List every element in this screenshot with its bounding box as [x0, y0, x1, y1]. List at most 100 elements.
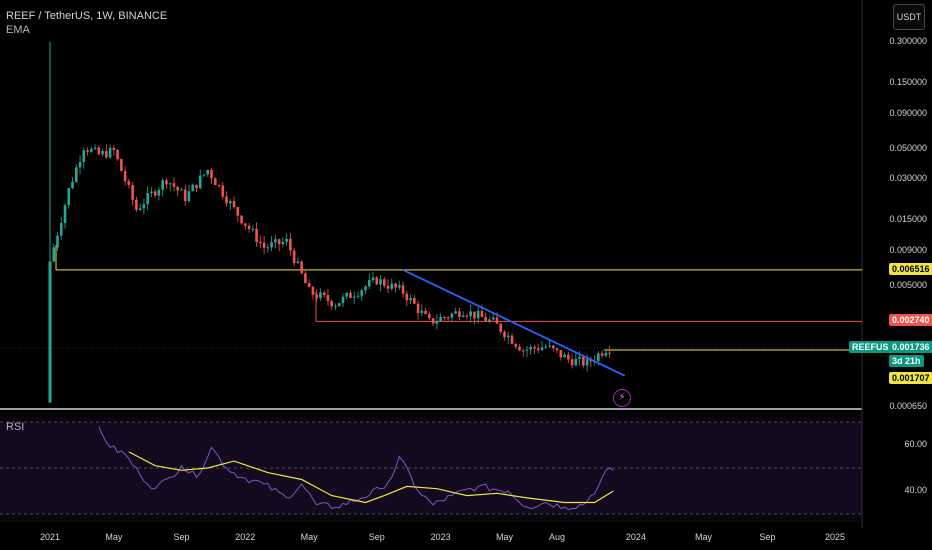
candle-body [533, 346, 536, 349]
candle-body [488, 319, 491, 322]
candle-body [289, 238, 292, 251]
candle-body [281, 241, 285, 245]
candle-body [604, 352, 608, 356]
candle-body [270, 242, 273, 248]
time-tick-label: May [300, 532, 318, 542]
time-tick-label: 2025 [824, 532, 846, 542]
candle-body [74, 167, 78, 182]
candle-body [480, 311, 484, 318]
rsi-indicator-label[interactable]: RSI [6, 421, 25, 433]
candle-body [371, 277, 375, 281]
candle-body [236, 207, 240, 216]
candle-body [259, 241, 262, 243]
candle-body [285, 238, 288, 242]
candle-body [600, 353, 604, 356]
candle-body [382, 279, 386, 286]
candle-body [161, 180, 164, 190]
candle-body [93, 147, 97, 149]
candle-body [521, 350, 525, 352]
price-tick-label: 0.009000 [889, 244, 927, 255]
candle-body [390, 283, 394, 289]
candle-body [277, 239, 281, 245]
candle-body [63, 205, 67, 224]
time-tick-label: 2023 [430, 532, 451, 542]
candle-body [307, 283, 311, 287]
candle-body [172, 183, 176, 187]
candle-body [536, 348, 540, 351]
candle-body [469, 311, 472, 317]
candle-body [356, 295, 360, 297]
candle-body [428, 314, 431, 319]
candle-body [503, 331, 506, 338]
ema-indicator-label[interactable]: EMA [6, 24, 30, 36]
candle-body [292, 250, 296, 264]
currency-button[interactable]: USDT [893, 4, 925, 30]
candles [48, 42, 611, 403]
time-tick-label: Sep [759, 532, 776, 542]
candle-body [262, 242, 266, 248]
lightning-icon[interactable]: ⚡ [613, 389, 631, 407]
candle-body [413, 297, 416, 304]
candle-body [195, 184, 198, 189]
candle-body [529, 346, 533, 350]
candle-body [552, 345, 555, 349]
candle-body [386, 285, 390, 289]
candle-body [90, 148, 93, 152]
candle-body [431, 318, 435, 324]
price-tick-label: 0.300000 [889, 36, 927, 46]
last-price-badge: 0.001736 [889, 341, 932, 353]
candle-body [476, 311, 480, 319]
candle-body [585, 359, 589, 366]
rsi-pane [98, 426, 614, 511]
candle-body [112, 147, 116, 150]
rsi-tick-label: 40.00 [904, 485, 927, 495]
time-tick-label: May [105, 532, 123, 542]
support-price-badge: 0.006516 [889, 262, 932, 275]
price-tick-label: 0.015000 [889, 214, 927, 225]
candle-body [506, 335, 510, 338]
candle-body [401, 285, 405, 294]
candle-body [97, 147, 101, 155]
candle-body [405, 293, 409, 301]
candle-body [176, 186, 180, 191]
rsi-tick-label: 60.00 [904, 439, 927, 449]
candle-body [300, 261, 303, 274]
candle-body [484, 317, 487, 322]
candle-body [461, 315, 465, 318]
candle-body [326, 294, 330, 302]
candle-body [465, 315, 469, 317]
candle-body [191, 184, 195, 192]
candle-body [138, 208, 142, 210]
candle-body [311, 286, 315, 295]
candle-body [439, 317, 442, 322]
candle-body [563, 354, 566, 358]
candle-body [82, 150, 86, 162]
candle-body [71, 181, 74, 189]
candle-body [153, 191, 157, 196]
time-tick-label: 2024 [625, 532, 646, 542]
candle-body [360, 290, 364, 296]
candle-body [454, 311, 457, 314]
time-tick-label: May [695, 532, 713, 542]
candle-body [567, 354, 570, 360]
chart-title: REEF / TetherUS, 1W, BINANCE [6, 10, 168, 22]
candle-body [213, 178, 217, 186]
candle-body [514, 343, 518, 347]
candle-body [379, 279, 382, 285]
candle-body [274, 239, 277, 243]
price-tick-label: 0.090000 [889, 107, 927, 118]
candle-body [597, 353, 600, 362]
price-tick-label: 0.000650 [889, 401, 927, 411]
candle-body [420, 310, 424, 314]
candle-body [78, 161, 82, 168]
candle-body [352, 296, 356, 298]
candle-body [48, 261, 52, 403]
candle-body [319, 292, 322, 299]
candle-body [232, 201, 236, 208]
candle-body [108, 147, 112, 158]
candle-body [142, 204, 146, 209]
candle-body [364, 286, 367, 291]
price-tick-label: 0.050000 [889, 142, 927, 153]
candle-body [570, 359, 574, 366]
